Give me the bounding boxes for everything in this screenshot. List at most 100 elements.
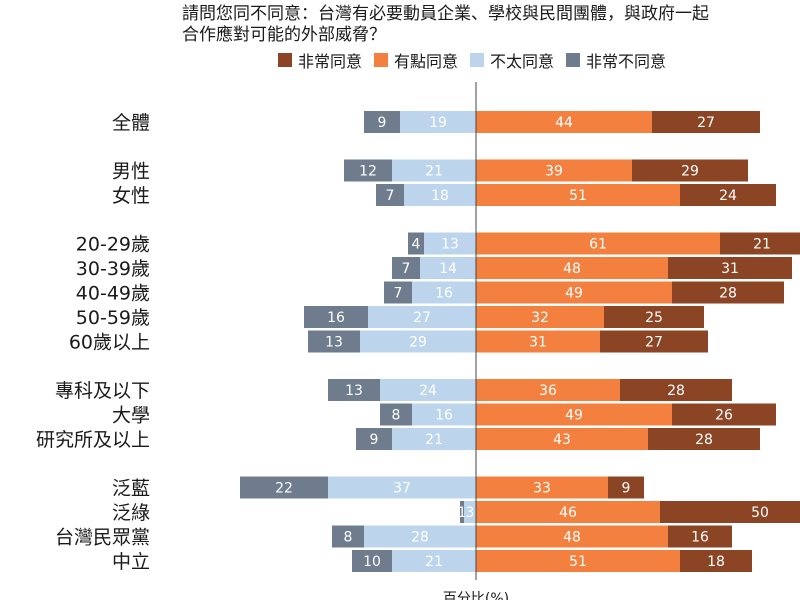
row-0-0-strong-disagree-label: 9 bbox=[378, 115, 387, 131]
category-label: 大學 bbox=[112, 405, 150, 427]
row-2-1-agree-label: 48 bbox=[563, 261, 581, 277]
row-4-1-disagree-label: 3 bbox=[466, 505, 475, 521]
row-0-0-agree-label: 44 bbox=[555, 115, 573, 131]
row-4-3-strong-disagree-bar bbox=[352, 550, 392, 572]
row-2-0-agree-label: 61 bbox=[589, 237, 607, 253]
row-4-1-strong-disagree-label: 1 bbox=[458, 505, 467, 521]
row-3-0-strong-agree-bar bbox=[620, 379, 732, 401]
row-2-0-agree-bar bbox=[476, 232, 720, 255]
row-2-0-strong-disagree-label: 4 bbox=[412, 237, 421, 253]
row-2-0-strong-disagree-bar bbox=[408, 232, 424, 255]
row-2-2-disagree-label: 16 bbox=[435, 286, 453, 302]
row-2-1-strong-disagree-bar bbox=[392, 257, 420, 279]
row-4-1-strong-agree-label: 50 bbox=[751, 505, 769, 521]
category-label: 專科及以下 bbox=[55, 380, 150, 402]
row-3-2-agree-label: 43 bbox=[553, 432, 571, 448]
legend-label-disagree: 不太同意 bbox=[490, 52, 555, 71]
legend-item-strong-agree: 非常同意 bbox=[278, 48, 362, 72]
row-2-1-disagree-bar bbox=[420, 257, 476, 279]
row-1-1-disagree-bar bbox=[404, 184, 476, 206]
category-label: 50-59歲 bbox=[76, 307, 150, 329]
row-3-0-agree-bar bbox=[476, 379, 620, 401]
legend-swatch-strong-agree bbox=[278, 53, 292, 67]
row-3-2-strong-agree-label: 28 bbox=[695, 432, 713, 448]
row-1-1-disagree-label: 18 bbox=[431, 188, 449, 204]
category-label: 60歲以上 bbox=[69, 332, 150, 354]
category-label: 泛綠 bbox=[112, 502, 150, 524]
row-2-3-disagree-bar bbox=[368, 306, 476, 328]
row-4-1-strong-agree-bar bbox=[660, 501, 800, 523]
row-3-0-disagree-bar bbox=[380, 379, 476, 401]
row-3-0-strong-disagree-label: 13 bbox=[345, 383, 363, 399]
legend-item-agree: 有點同意 bbox=[374, 48, 458, 72]
chart-title-line-2: 合作應對可能的外部威脅？ bbox=[182, 25, 386, 45]
row-4-2-disagree-label: 28 bbox=[411, 530, 429, 546]
category-label: 20-29歲 bbox=[76, 234, 150, 256]
row-0-0-agree-bar bbox=[476, 111, 652, 133]
category-label: 40-49歲 bbox=[76, 283, 150, 305]
row-2-2-strong-disagree-bar bbox=[384, 281, 412, 304]
row-2-2-strong-agree-bar bbox=[672, 281, 784, 304]
row-3-2-disagree-label: 21 bbox=[425, 432, 443, 448]
row-2-2-agree-label: 49 bbox=[565, 286, 583, 302]
legend-item-strong-disagree: 非常不同意 bbox=[566, 48, 666, 72]
row-4-0-disagree-label: 37 bbox=[393, 481, 411, 497]
row-4-0-disagree-bar bbox=[328, 476, 476, 499]
row-2-3-strong-disagree-bar bbox=[304, 306, 368, 328]
row-2-3-agree-bar bbox=[476, 306, 604, 328]
row-2-4-strong-disagree-bar bbox=[308, 330, 360, 353]
row-1-1-strong-agree-label: 24 bbox=[719, 188, 737, 204]
category-label: 女性 bbox=[112, 185, 150, 207]
row-3-2-strong-agree-bar bbox=[648, 428, 760, 450]
row-2-3-strong-disagree-label: 16 bbox=[327, 310, 345, 326]
row-4-0-agree-label: 33 bbox=[533, 481, 551, 497]
category-label: 台灣民眾黨 bbox=[55, 527, 150, 549]
row-4-2-strong-disagree-label: 8 bbox=[344, 530, 353, 546]
chart-legend: 非常同意 有點同意 不太同意 非常不同意 bbox=[278, 49, 678, 71]
row-2-1-strong-disagree-label: 7 bbox=[402, 261, 411, 277]
row-1-0-strong-agree-label: 29 bbox=[681, 164, 699, 180]
row-2-1-strong-agree-bar bbox=[668, 257, 792, 279]
row-1-1-strong-agree-bar bbox=[680, 184, 776, 206]
row-2-2-agree-bar bbox=[476, 281, 672, 304]
row-4-3-agree-label: 51 bbox=[569, 554, 587, 570]
row-2-4-disagree-bar bbox=[360, 330, 476, 353]
row-3-1-disagree-bar bbox=[412, 403, 476, 426]
row-4-3-strong-agree-bar bbox=[680, 550, 752, 572]
row-1-0-agree-label: 39 bbox=[545, 164, 563, 180]
row-4-3-strong-disagree-label: 10 bbox=[363, 554, 381, 570]
row-2-4-strong-agree-label: 27 bbox=[645, 335, 663, 351]
row-2-0-disagree-bar bbox=[424, 232, 476, 255]
row-2-0-strong-agree-bar bbox=[720, 232, 800, 255]
row-2-3-agree-label: 32 bbox=[531, 310, 549, 326]
category-label: 男性 bbox=[112, 161, 150, 183]
row-3-0-strong-agree-label: 28 bbox=[667, 383, 685, 399]
row-2-4-agree-label: 31 bbox=[529, 335, 547, 351]
row-4-2-strong-disagree-bar bbox=[332, 525, 364, 548]
row-2-4-agree-bar bbox=[476, 330, 600, 353]
row-4-0-strong-agree-bar bbox=[608, 476, 644, 499]
row-4-3-disagree-bar bbox=[392, 550, 476, 572]
row-1-0-agree-bar bbox=[476, 159, 632, 182]
row-4-2-disagree-bar bbox=[364, 525, 476, 548]
row-1-0-disagree-bar bbox=[392, 159, 476, 182]
row-4-0-strong-disagree-label: 22 bbox=[275, 481, 293, 497]
row-4-0-agree-bar bbox=[476, 476, 608, 499]
row-0-0-disagree-bar bbox=[400, 111, 476, 133]
row-0-0-strong-agree-label: 27 bbox=[697, 115, 715, 131]
row-4-3-agree-bar bbox=[476, 550, 680, 572]
category-label: 泛藍 bbox=[112, 478, 150, 500]
row-3-1-agree-bar bbox=[476, 403, 672, 426]
row-4-3-disagree-label: 21 bbox=[425, 554, 443, 570]
row-1-0-strong-disagree-bar bbox=[344, 159, 392, 182]
chart-title-line-1: 請問您同不同意：台灣有必要動員企業、學校與民間團體，與政府一起 bbox=[182, 4, 709, 24]
category-label: 30-39歲 bbox=[76, 258, 150, 280]
legend-label-strong-disagree: 非常不同意 bbox=[586, 52, 667, 71]
row-3-1-strong-disagree-label: 8 bbox=[392, 408, 401, 424]
row-3-1-agree-label: 49 bbox=[565, 408, 583, 424]
legend-swatch-agree bbox=[374, 53, 389, 67]
row-3-1-disagree-label: 16 bbox=[435, 408, 453, 424]
row-4-2-strong-agree-label: 16 bbox=[691, 530, 709, 546]
row-3-2-agree-bar bbox=[476, 428, 648, 450]
row-4-1-agree-bar bbox=[476, 501, 660, 523]
